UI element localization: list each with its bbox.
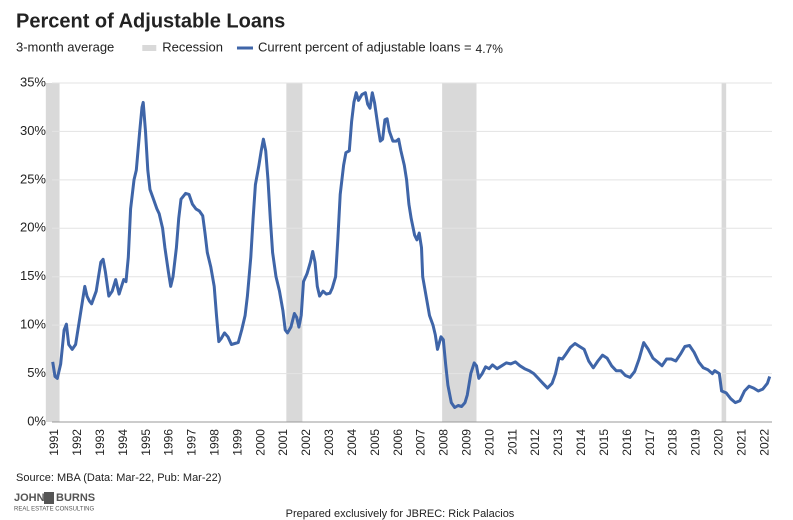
x-tick-label: 2002 bbox=[299, 429, 313, 456]
x-tick-label: 2015 bbox=[597, 429, 611, 456]
y-tick-label: 10% bbox=[20, 317, 46, 332]
footer: Prepared exclusively for JBREC: Rick Pal… bbox=[286, 508, 515, 520]
x-tick-label: 1995 bbox=[139, 429, 153, 456]
logo-subtext: REAL ESTATE CONSULTING bbox=[14, 507, 94, 513]
x-tick-label: 1994 bbox=[116, 429, 130, 456]
x-tick-label: 2021 bbox=[734, 429, 748, 456]
x-tick-label: 2014 bbox=[574, 429, 588, 456]
recession-band bbox=[45, 83, 60, 422]
x-tick-label: 1997 bbox=[185, 429, 199, 456]
y-tick-label: 35% bbox=[20, 74, 46, 89]
x-tick-label: 2019 bbox=[689, 429, 703, 456]
x-tick-label: 2012 bbox=[528, 429, 542, 456]
line-series bbox=[51, 91, 772, 409]
x-tick-label: 2005 bbox=[368, 429, 382, 456]
x-tick-label: 2008 bbox=[437, 429, 451, 456]
y-tick-label: 15% bbox=[20, 268, 46, 283]
x-tick-label: 2004 bbox=[345, 429, 359, 456]
y-tick-label: 20% bbox=[20, 220, 46, 235]
recession-band bbox=[721, 83, 727, 422]
x-tick-label: 2017 bbox=[643, 429, 657, 456]
x-tick-label: 2007 bbox=[414, 429, 428, 456]
x-tick-label: 2001 bbox=[276, 429, 290, 456]
y-tick-label: 30% bbox=[20, 123, 46, 138]
legend-swatch bbox=[142, 45, 157, 51]
recession-band bbox=[286, 83, 303, 422]
source: Source: MBA (Data: Mar-22, Pub: Mar-22) bbox=[16, 472, 221, 484]
subtitle: 3-month average bbox=[16, 39, 114, 54]
x-tick-label: 2013 bbox=[551, 429, 565, 456]
x-tick-label: 2003 bbox=[322, 429, 336, 456]
x-tick-label: 2000 bbox=[253, 429, 267, 456]
x-tick-label: 2010 bbox=[482, 429, 496, 456]
recession-band bbox=[442, 83, 477, 422]
x-tick-label: 2006 bbox=[391, 429, 405, 456]
x-tick-label: 2009 bbox=[459, 429, 473, 456]
x-tick-label: 1993 bbox=[93, 429, 107, 456]
x-tick-label: 1999 bbox=[230, 429, 244, 456]
x-tick-label: 2018 bbox=[666, 429, 680, 456]
current-value: 4.7% bbox=[476, 42, 504, 56]
x-tick-label: 2020 bbox=[711, 429, 725, 456]
x-tick-label: 1998 bbox=[208, 429, 222, 456]
legend-label: Recession bbox=[162, 39, 223, 54]
y-tick-label: 0% bbox=[27, 413, 46, 428]
x-tick-label: 1992 bbox=[70, 429, 84, 456]
logo-text: BURNS bbox=[56, 492, 95, 504]
y-tick-label: 5% bbox=[27, 365, 46, 380]
logo-text: JOHN bbox=[14, 492, 45, 504]
y-tick-label: 25% bbox=[20, 171, 46, 186]
logo-icon bbox=[44, 492, 54, 504]
x-tick-label: 2022 bbox=[757, 429, 771, 456]
x-tick-label: 2016 bbox=[620, 429, 634, 456]
x-tick-label: 1991 bbox=[47, 429, 61, 456]
x-tick-label: 2011 bbox=[505, 429, 519, 455]
x-tick-label: 1996 bbox=[162, 429, 176, 456]
chart-title: Percent of Adjustable Loans bbox=[16, 10, 285, 32]
legend-label: Current percent of adjustable loans = bbox=[258, 39, 472, 54]
